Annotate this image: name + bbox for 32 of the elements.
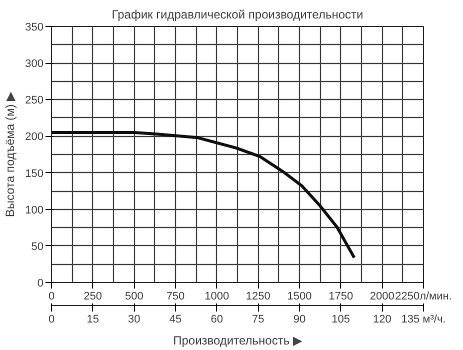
x-tick-label: 500 — [124, 290, 144, 302]
x2-tick-label: 135 м³/ч. — [401, 314, 446, 326]
x2-tick-label: 60 — [210, 314, 223, 326]
x2-tick-label: 90 — [293, 314, 306, 326]
y-tick-label: 150 — [25, 168, 44, 180]
y-axis-title: Высота подъёма (м) ▶ — [3, 90, 18, 218]
y-tick-label: 100 — [25, 204, 44, 216]
y-tick-label: 300 — [25, 58, 44, 70]
x2-tick-label: 45 — [169, 314, 182, 326]
x2-tick-label: 0 — [48, 314, 55, 326]
y-tick-label: 350 — [25, 22, 44, 34]
x-tick-label: 0 — [48, 290, 55, 302]
x-tick-label: 250 — [84, 290, 102, 302]
x-tick-label: 2250л/мин. — [395, 290, 452, 302]
x-tick-label: 750 — [166, 290, 185, 302]
x2-tick-label: 75 — [252, 314, 264, 326]
x-tick-label: 1250 — [246, 290, 270, 302]
x-axis-title: Производительность ▶ — [173, 334, 303, 348]
x-tick-label: 1750 — [328, 290, 354, 302]
x-tick-label: 1500 — [287, 290, 312, 302]
x-tick-label: 1000 — [204, 290, 230, 302]
x-tick-label: 2000 — [370, 290, 394, 302]
y-tick-label: 250 — [25, 94, 44, 107]
y-tick-label: 200 — [25, 131, 44, 144]
y-tick-label: 0 — [37, 278, 44, 290]
x2-tick-label: 15 — [86, 314, 99, 326]
x2-tick-label: 30 — [128, 314, 140, 326]
chart-title: График гидравлической производительности — [112, 8, 364, 22]
y-tick-label: 50 — [31, 240, 44, 253]
line-series — [52, 131, 356, 260]
x2-tick-label: 120 — [372, 314, 392, 326]
x2-tick-label: 105 — [332, 314, 350, 326]
